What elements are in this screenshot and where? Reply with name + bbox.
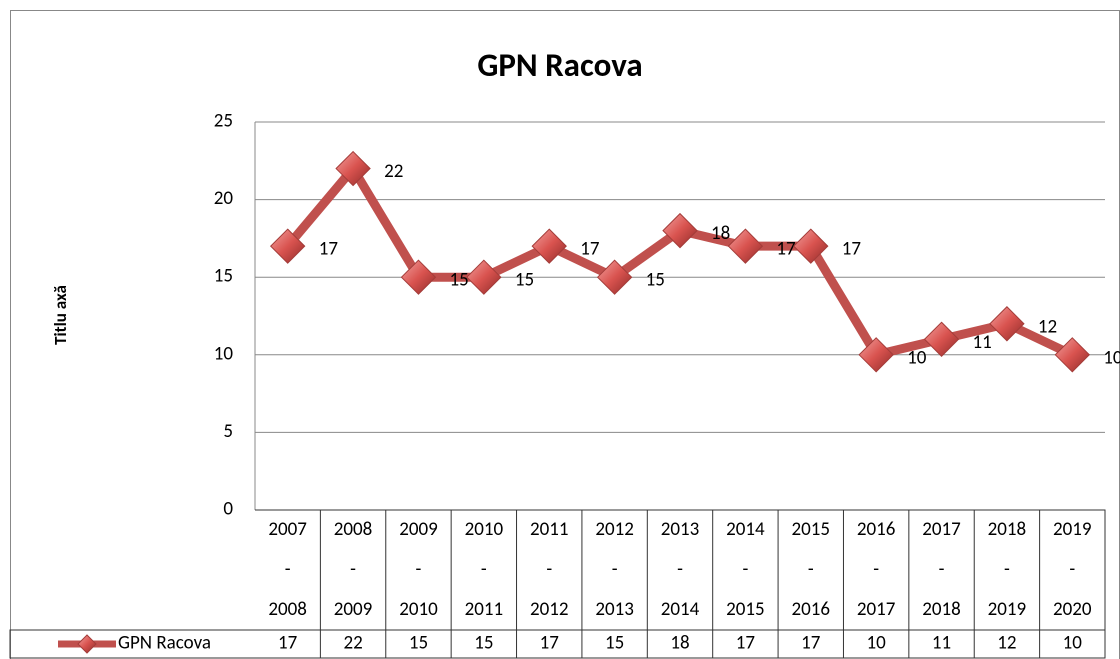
- data-label: 15: [646, 269, 665, 292]
- marker: [989, 306, 1025, 342]
- legend-label: GPN Racova: [118, 632, 211, 655]
- data-label: 17: [319, 238, 339, 261]
- table-value: 17: [540, 632, 560, 655]
- marker: [793, 228, 829, 264]
- x-tick-label: 2019 -2020: [1053, 518, 1092, 621]
- y-tick-label: 0: [223, 498, 233, 521]
- y-tick-label: 5: [223, 420, 233, 443]
- x-tick-label: 2011 -2012: [530, 518, 569, 621]
- table-value: 15: [409, 632, 428, 655]
- data-label: 22: [384, 160, 403, 183]
- x-tick-label: 2009 -2010: [399, 518, 438, 621]
- data-label: 11: [973, 331, 992, 354]
- chart-title: GPN Racova: [477, 45, 642, 85]
- marker: [596, 259, 633, 295]
- table-value: 17: [736, 632, 756, 655]
- x-tick-label: 2012 -2013: [595, 518, 634, 621]
- data-label: 17: [580, 238, 600, 261]
- table-value: 22: [343, 632, 362, 655]
- x-tick-label: 2016 -2017: [857, 518, 896, 621]
- marker: [727, 228, 764, 264]
- y-axis-title: Titlu axă: [50, 285, 71, 345]
- table-value: 11: [932, 632, 951, 655]
- data-label: 15: [515, 269, 534, 292]
- marker: [531, 228, 567, 264]
- data-label: 18: [711, 222, 730, 245]
- table-value: 10: [1063, 632, 1083, 655]
- marker: [662, 212, 698, 249]
- x-tick-label: 2014 -2015: [726, 518, 765, 621]
- x-tick-label: 2017 -2018: [922, 518, 961, 621]
- table-value: 15: [474, 632, 493, 655]
- x-tick-label: 2010 -2011: [465, 518, 504, 621]
- marker: [400, 259, 437, 295]
- table-value: 18: [670, 632, 689, 655]
- data-label: 17: [842, 238, 862, 261]
- table-value: 15: [605, 632, 624, 655]
- marker: [269, 228, 306, 264]
- table-value: 10: [867, 632, 887, 655]
- x-tick-label: 2008 -2009: [334, 518, 373, 621]
- y-tick-label: 20: [214, 187, 234, 210]
- x-tick-label: 2015 -2016: [792, 518, 831, 621]
- table-grid: [9, 509, 1106, 659]
- data-label: 10: [907, 346, 927, 369]
- table-value: 17: [278, 632, 298, 655]
- marker: [858, 337, 894, 373]
- marker: [923, 321, 960, 357]
- series-line: [284, 164, 1075, 360]
- marker: [466, 259, 502, 295]
- data-label: 10: [1103, 346, 1120, 369]
- y-tick-label: 10: [214, 342, 234, 365]
- y-tick-label: 15: [214, 265, 233, 288]
- marker: [335, 150, 371, 187]
- table-value: 12: [997, 632, 1016, 655]
- legend-key-marker: [77, 634, 97, 654]
- y-tick-label: 25: [214, 110, 233, 133]
- x-tick-label: 2007 -2008: [268, 518, 307, 621]
- data-label: 15: [449, 269, 468, 292]
- data-label: 12: [1038, 315, 1057, 338]
- data-label: 17: [776, 238, 796, 261]
- table-value: 17: [801, 632, 821, 655]
- x-tick-label: 2013 -2014: [661, 518, 700, 621]
- marker: [1054, 337, 1091, 373]
- x-tick-label: 2018 -2019: [988, 518, 1027, 621]
